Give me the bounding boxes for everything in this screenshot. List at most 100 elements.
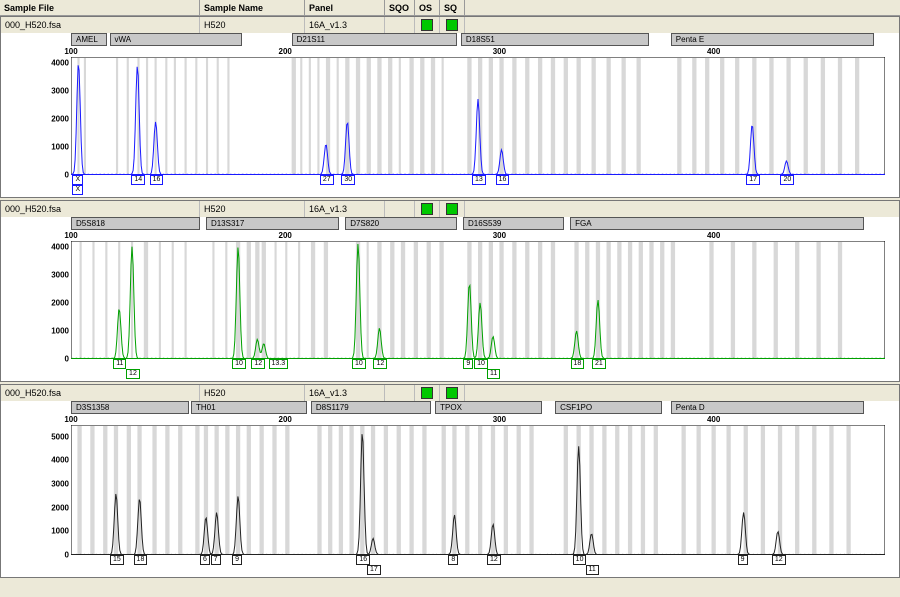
allele-call[interactable]: X (72, 175, 83, 185)
bin-band (247, 242, 251, 358)
bin-band (696, 426, 700, 554)
bin-band (538, 242, 542, 358)
y-tick-label: 3000 (51, 270, 69, 279)
info-sample-name: H520 (200, 385, 305, 401)
allele-call[interactable]: 9 (738, 555, 748, 565)
x-tick-label: 100 (64, 415, 77, 424)
bin-band (649, 242, 653, 358)
locus-label[interactable]: Penta D (671, 401, 864, 414)
allele-call[interactable]: 17 (367, 565, 381, 575)
allele-call[interactable]: 12 (251, 359, 265, 369)
allele-call[interactable]: 16 (496, 175, 510, 185)
locus-label[interactable]: D13S317 (206, 217, 339, 230)
locus-label[interactable]: CSF1PO (555, 401, 662, 414)
y-tick-label: 5000 (51, 432, 69, 441)
allele-call[interactable]: 20 (780, 175, 794, 185)
locus-label[interactable]: D3S1358 (71, 401, 189, 414)
allele-call[interactable]: 10 (232, 359, 246, 369)
allele-call[interactable]: 12 (772, 555, 786, 565)
allele-call[interactable]: 13.3 (269, 359, 289, 369)
bin-band (155, 58, 157, 174)
bin-band (499, 242, 503, 358)
allele-call[interactable]: 12 (373, 359, 387, 369)
x-tick-label: 300 (493, 231, 506, 240)
locus-label[interactable]: D5S818 (71, 217, 200, 230)
bin-band (285, 426, 289, 554)
bin-band (465, 426, 469, 554)
bin-band (615, 426, 619, 554)
bin-band (855, 58, 859, 174)
locus-label[interactable]: D8S1179 (311, 401, 431, 414)
allele-call[interactable]: 12 (487, 555, 501, 565)
allele-call[interactable]: X (72, 185, 83, 195)
allele-call[interactable]: 10 (573, 555, 587, 565)
allele-call[interactable]: 30 (341, 175, 355, 185)
allele-call[interactable]: 10 (474, 359, 488, 369)
quality-square-icon (446, 19, 458, 31)
allele-call[interactable]: 11 (586, 565, 599, 575)
bin-band (551, 242, 555, 358)
bin-band (399, 58, 401, 174)
locus-label[interactable]: TPOX (435, 401, 542, 414)
bin-band (345, 58, 349, 174)
allele-call[interactable]: 16 (356, 555, 370, 565)
locus-label[interactable]: Penta E (671, 33, 875, 46)
x-tick-label: 400 (707, 231, 720, 240)
y-axis: 01000200030004000 (1, 241, 71, 359)
locus-label[interactable]: D18S51 (461, 33, 650, 46)
locus-label[interactable]: AMEL (71, 33, 107, 46)
electropherogram-plot[interactable]: 01000200030004000 (1, 57, 899, 175)
allele-call[interactable]: 6 (200, 555, 210, 565)
x-axis: 100200300400 (71, 415, 889, 425)
allele-call[interactable]: 9 (463, 359, 473, 369)
bin-band (309, 58, 311, 174)
allele-call-row: XX 14 16 27 30 13 16 17 20 (71, 175, 889, 197)
bin-band (838, 58, 842, 174)
bin-band (637, 58, 641, 174)
allele-call[interactable]: 7 (211, 555, 221, 565)
bin-band (731, 242, 735, 358)
allele-call[interactable]: 18 (134, 555, 148, 565)
allele-call[interactable]: 15 (110, 555, 124, 565)
electropherogram-plot[interactable]: 01000200030004000 (1, 241, 899, 359)
locus-label[interactable]: vWA (110, 33, 243, 46)
bin-band (80, 242, 82, 358)
bin-band (227, 58, 229, 174)
locus-label[interactable]: D21S11 (292, 33, 457, 46)
x-tick-label: 400 (707, 415, 720, 424)
locus-label[interactable]: FGA (570, 217, 863, 230)
locus-label[interactable]: D16S539 (463, 217, 564, 230)
locus-label[interactable]: D7S820 (345, 217, 456, 230)
panel-info-row: 000_H520.fsaH52016A_v1.3 (1, 201, 899, 217)
allele-call[interactable]: 17 (746, 175, 760, 185)
allele-call[interactable]: 13 (472, 175, 486, 185)
bin-band (77, 426, 81, 554)
bin-band (172, 242, 174, 358)
bin-band (660, 242, 664, 358)
bin-band (774, 242, 778, 358)
allele-call[interactable]: 10 (352, 359, 366, 369)
allele-call[interactable]: 27 (320, 175, 334, 185)
allele-call[interactable]: 9 (232, 555, 242, 565)
quality-indicator (415, 201, 440, 217)
locus-label[interactable]: TH01 (191, 401, 307, 414)
y-axis: 01000200030004000 (1, 57, 71, 175)
bin-band (838, 242, 842, 358)
electropherogram-plot[interactable]: 010002000300040005000 (1, 425, 899, 555)
info-panel-name: 16A_v1.3 (305, 17, 385, 33)
quality-square-icon (446, 387, 458, 399)
allele-call[interactable]: 18 (571, 359, 585, 369)
allele-call[interactable]: 11 (113, 359, 126, 369)
bin-band (165, 426, 169, 554)
quality-indicator (440, 201, 465, 217)
allele-call[interactable]: 14 (131, 175, 145, 185)
allele-call[interactable]: 21 (592, 359, 606, 369)
bin-band (414, 242, 418, 358)
allele-call[interactable]: 12 (126, 369, 140, 379)
bin-band (367, 58, 371, 174)
allele-call[interactable]: 16 (150, 175, 164, 185)
allele-call[interactable]: 11 (487, 369, 500, 379)
bin-band (146, 58, 148, 174)
allele-call[interactable]: 8 (448, 555, 458, 565)
bin-band (602, 426, 606, 554)
